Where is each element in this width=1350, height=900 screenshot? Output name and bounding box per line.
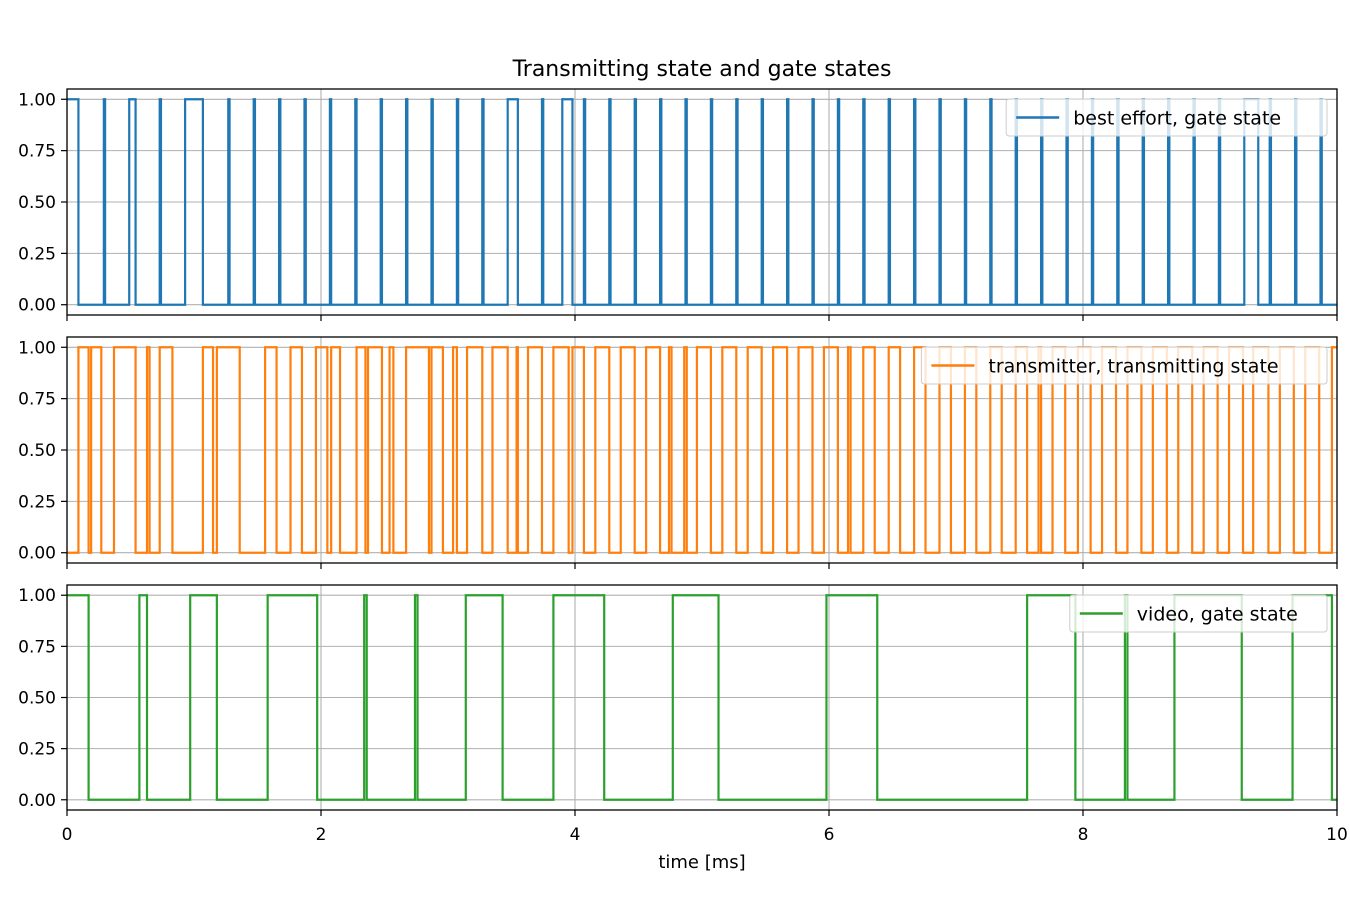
y-tick-label: 0.50 — [18, 441, 56, 461]
legend-label: transmitter, transmitting state — [988, 356, 1278, 378]
series-line — [67, 594, 1337, 801]
y-tick-label: 0.75 — [18, 142, 56, 162]
x-tick-label: 6 — [824, 825, 835, 845]
legend: best effort, gate state — [1005, 98, 1328, 137]
x-tick-label: 8 — [1078, 825, 1089, 845]
y-tick-label: 0.75 — [18, 390, 56, 410]
y-tick-label: 1.00 — [18, 586, 56, 606]
legend-box — [1069, 594, 1328, 633]
x-axis-label: time [ms] — [658, 852, 745, 873]
y-tick-label: 1.00 — [18, 90, 56, 110]
legend: transmitter, transmitting state — [920, 346, 1328, 385]
legend-label: best effort, gate state — [1073, 108, 1281, 130]
y-tick-label: 0.25 — [18, 244, 56, 264]
y-tick-label: 0.00 — [18, 296, 56, 316]
subplot-3: 0.00 0.25 0.50 0.75 1.00 video, gate state — [18, 584, 1338, 816]
y-tick-label: 0.25 — [18, 492, 56, 512]
y-tick-label: 0.75 — [18, 637, 56, 657]
y-tick-label: 0.50 — [18, 689, 56, 709]
x-tick-labels: 0 2 4 6 8 10 — [62, 825, 1348, 845]
series-line — [67, 98, 1337, 306]
subplot-1: 0.00 0.25 0.50 0.75 1.00 best effort, gate st… — [18, 88, 1338, 321]
legend-box — [920, 346, 1328, 385]
chart-title: Transmitting state and gate states — [512, 57, 892, 82]
x-tick-label: 0 — [62, 825, 73, 845]
legend-box — [1005, 98, 1328, 137]
y-tick-label: 0.25 — [18, 740, 56, 760]
y-tick-label: 0.00 — [18, 544, 56, 564]
x-tick-label: 10 — [1326, 825, 1348, 845]
y-tick-label: 0.50 — [18, 193, 56, 213]
x-tick-label: 2 — [316, 825, 327, 845]
y-tick-label: 0.00 — [18, 791, 56, 811]
subplots: 0.00 0.25 0.50 0.75 1.00 best effort, gate st… — [18, 88, 1338, 816]
y-tick-label: 1.00 — [18, 338, 56, 358]
legend: video, gate state — [1069, 594, 1328, 633]
x-tick-label: 4 — [570, 825, 581, 845]
legend-label: video, gate state — [1137, 604, 1298, 626]
subplot-2: 0.00 0.25 0.50 0.75 1.00 transmitter, transmi… — [18, 336, 1338, 569]
